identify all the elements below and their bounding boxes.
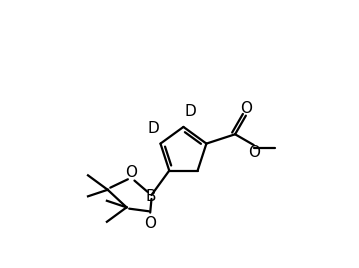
Text: O: O [125, 165, 137, 180]
Text: D: D [147, 121, 159, 136]
Text: B: B [145, 189, 155, 204]
Text: O: O [144, 215, 156, 230]
Text: D: D [184, 104, 196, 119]
Text: O: O [248, 145, 260, 160]
Text: O: O [240, 101, 252, 116]
